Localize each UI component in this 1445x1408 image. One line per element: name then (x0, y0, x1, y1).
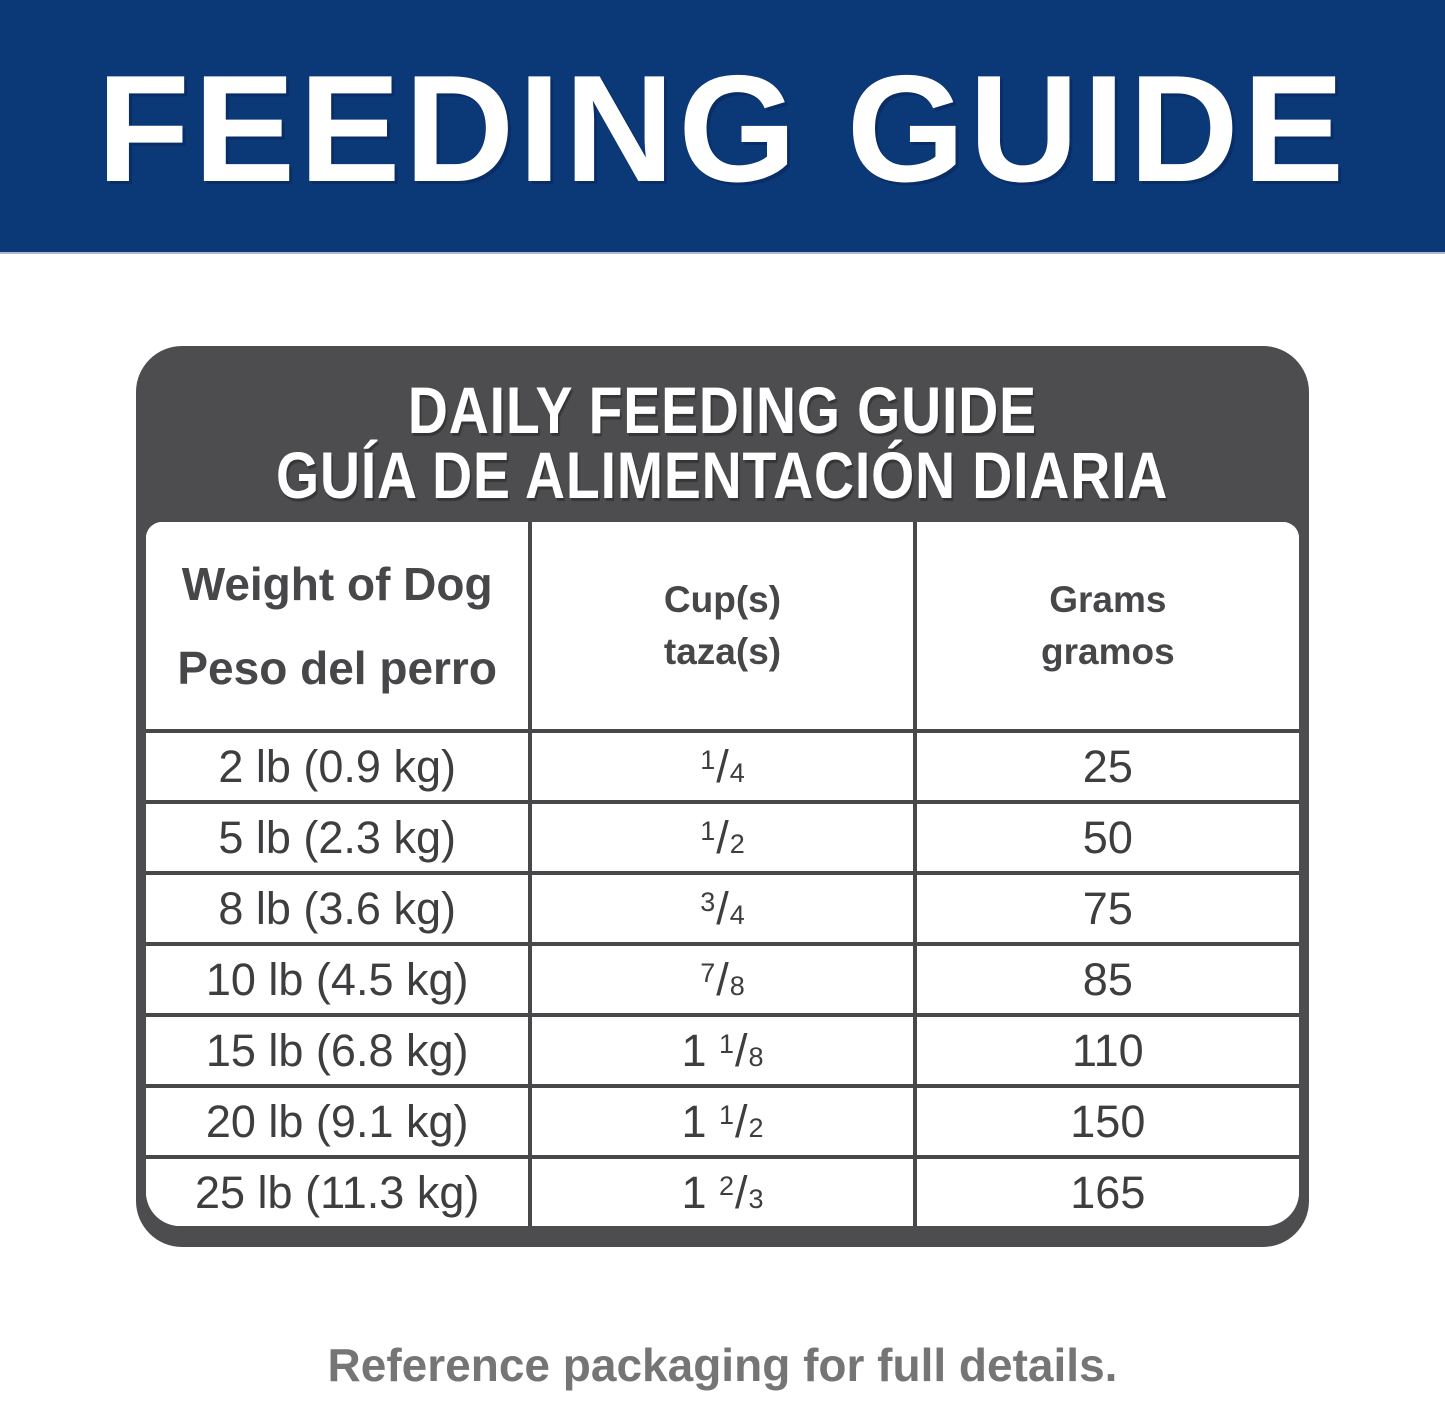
grams-cell: 110 (912, 1013, 1299, 1088)
column-header-grams: Grams gramos (912, 522, 1299, 733)
fraction-denominator: 2 (748, 1112, 764, 1143)
table-row: 5 lb (2.3 kg) 1/2 50 (146, 800, 1299, 875)
fraction-denominator: 3 (748, 1183, 764, 1214)
grams-cell: 150 (912, 1084, 1299, 1159)
fraction-denominator: 8 (748, 1041, 764, 1072)
table-row: 15 lb (6.8 kg) 1 1/8 110 (146, 1013, 1299, 1088)
column-header-cups: Cup(s) taza(s) (528, 522, 917, 733)
fraction-slash: / (735, 1166, 748, 1218)
weight-cell: 15 lb (6.8 kg) (146, 1013, 533, 1088)
feeding-guide-banner: FEEDING GUIDE (0, 0, 1445, 252)
cups-cell: 1 1/2 (528, 1084, 917, 1159)
column-label-es: gramos (1041, 630, 1175, 672)
fraction-slash: / (716, 882, 729, 934)
fraction-denominator: 8 (729, 970, 745, 1001)
cups-cell: 1 1/8 (528, 1013, 917, 1088)
weight-cell: 20 lb (9.1 kg) (146, 1084, 533, 1159)
fraction-numerator: 7 (700, 957, 716, 988)
cups-cell: 1 2/3 (528, 1155, 917, 1226)
fraction-numerator: 1 (718, 1099, 734, 1130)
daily-feeding-guide-card: DAILY FEEDING GUIDE GUÍA DE ALIMENTACIÓN… (136, 346, 1309, 1247)
weight-cell: 10 lb (4.5 kg) (146, 942, 533, 1017)
table-row: 2 lb (0.9 kg) 1/4 25 (146, 729, 1299, 804)
fraction-slash: / (735, 1024, 748, 1076)
cups-cell: 7/8 (528, 942, 917, 1017)
grams-cell: 85 (912, 942, 1299, 1017)
grams-cell: 50 (912, 800, 1299, 875)
table-row: 8 lb (3.6 kg) 3/4 75 (146, 871, 1299, 946)
table-row: 10 lb (4.5 kg) 7/8 85 (146, 942, 1299, 1017)
fraction-numerator: 2 (718, 1170, 734, 1201)
footer-note: Reference packaging for full details. (327, 1339, 1118, 1391)
column-label-en: Cup(s) (663, 578, 782, 620)
weight-cell: 2 lb (0.9 kg) (146, 729, 533, 804)
cups-cell: 1/2 (528, 800, 917, 875)
fraction-numerator: 1 (700, 815, 716, 846)
grams-cell: 25 (912, 729, 1299, 804)
fraction-numerator: 1 (700, 744, 716, 775)
weight-cell: 8 lb (3.6 kg) (146, 871, 533, 946)
fraction-slash: / (716, 953, 729, 1005)
card-header: DAILY FEEDING GUIDE GUÍA DE ALIMENTACIÓN… (146, 346, 1299, 522)
feeding-table: Weight of Dog Peso del perro Cup(s) taza(s)… (146, 522, 1299, 1226)
table-row: 25 lb (11.3 kg) 1 2/3 165 (146, 1155, 1299, 1226)
column-label-es: Peso del perro (177, 641, 497, 694)
cups-cell: 3/4 (528, 871, 917, 946)
column-label-en: Grams (1049, 578, 1167, 620)
column-header-weight: Weight of Dog Peso del perro (146, 522, 533, 733)
grams-cell: 75 (912, 871, 1299, 946)
card-title-english: DAILY FEEDING GUIDE (407, 373, 1038, 447)
weight-cell: 25 lb (11.3 kg) (146, 1155, 533, 1226)
feeding-table-wrapper: Weight of Dog Peso del perro Cup(s) taza(s)… (146, 522, 1299, 1226)
banner-title: FEEDING GUIDE (96, 43, 1349, 214)
fraction-slash: / (716, 740, 729, 792)
cups-cell: 1/4 (528, 729, 917, 804)
column-label-es: taza(s) (663, 630, 782, 672)
fraction-denominator: 4 (729, 899, 745, 930)
table-header-row: Weight of Dog Peso del perro Cup(s) taza(s)… (146, 522, 1299, 733)
weight-cell: 5 lb (2.3 kg) (146, 800, 533, 875)
card-title-spanish: GUÍA DE ALIMENTACIÓN DIARIA (276, 438, 1169, 512)
fraction-numerator: 3 (700, 886, 716, 917)
fraction-denominator: 4 (729, 757, 745, 788)
fraction-slash: / (735, 1095, 748, 1147)
grams-cell: 165 (912, 1155, 1299, 1226)
fraction-numerator: 1 (718, 1028, 734, 1059)
table-row: 20 lb (9.1 kg) 1 1/2 150 (146, 1084, 1299, 1159)
fraction-denominator: 2 (729, 828, 745, 859)
fraction-slash: / (716, 811, 729, 863)
column-label-en: Weight of Dog (181, 557, 493, 610)
